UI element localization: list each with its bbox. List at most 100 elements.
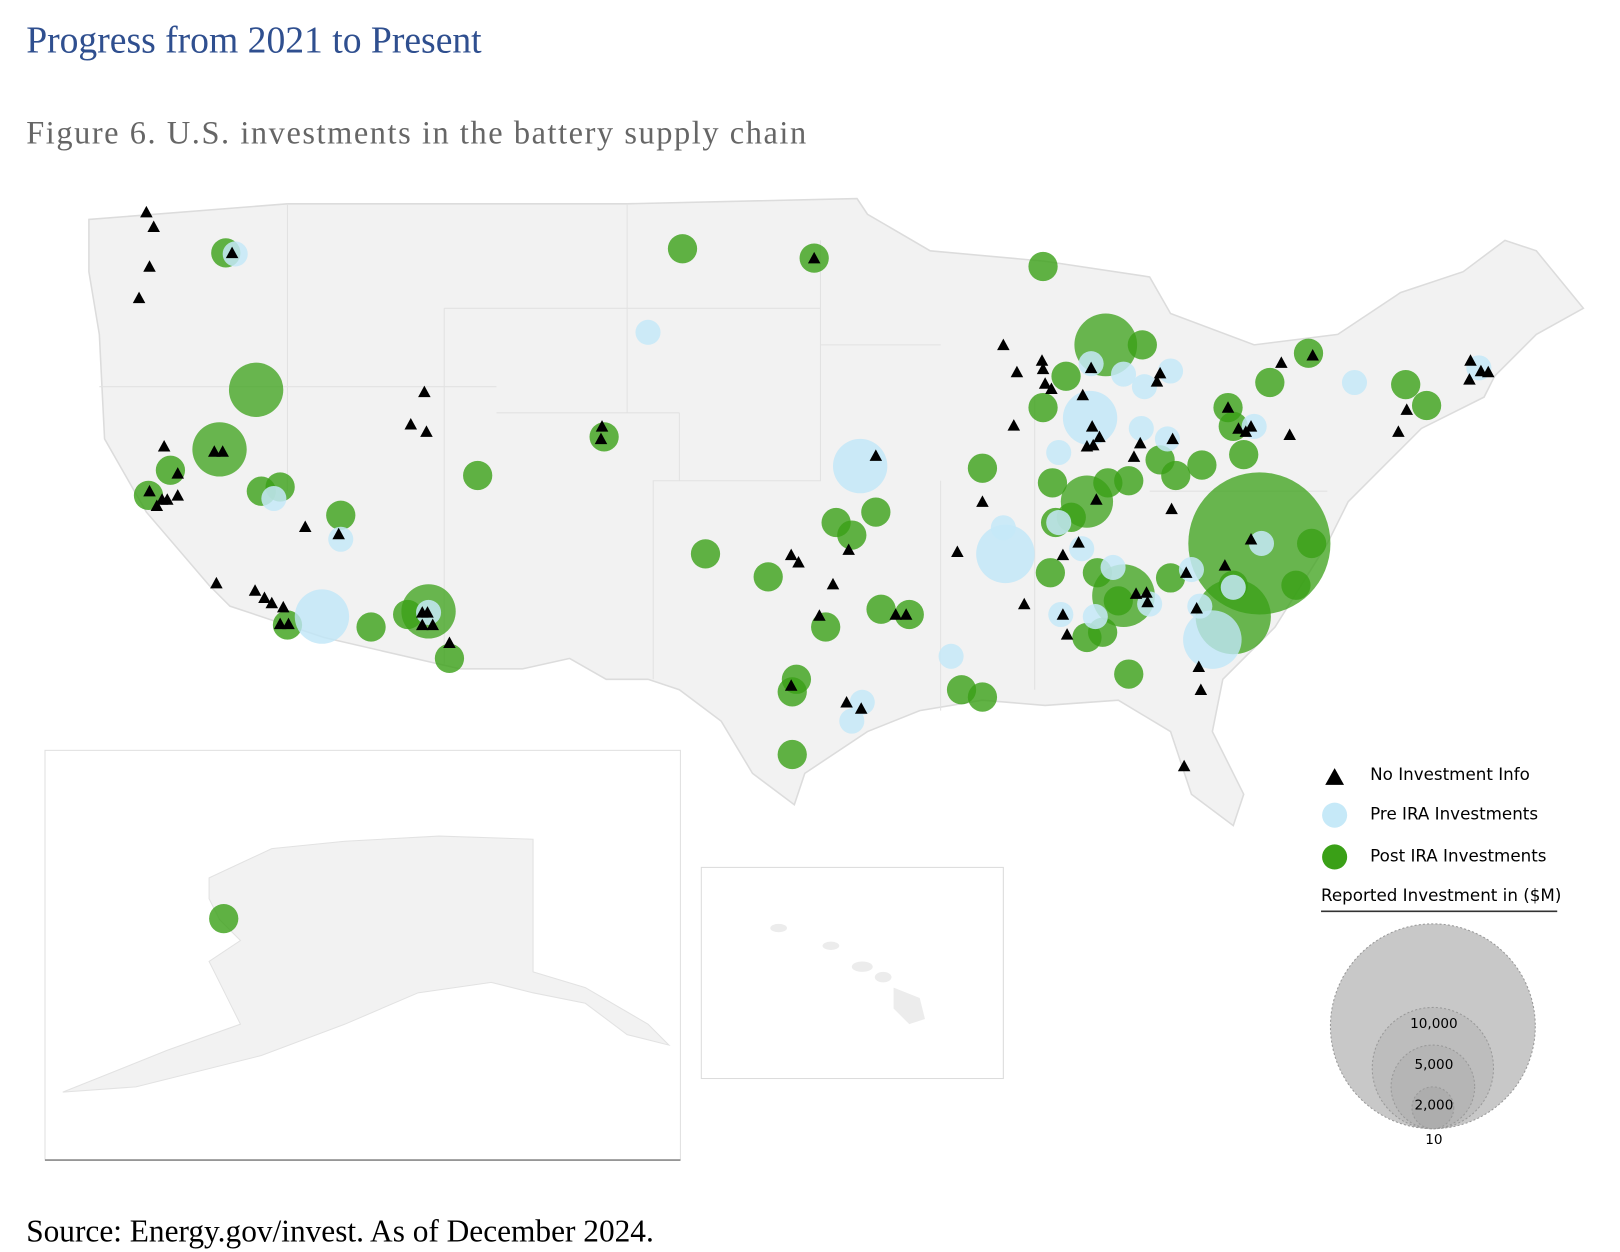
size-label: 10	[1425, 1132, 1442, 1148]
post-ira-marker	[753, 562, 783, 592]
no-info-marker	[1481, 365, 1495, 378]
source-note: Source: Energy.gov/invest. As of Decembe…	[26, 1213, 654, 1248]
post-ira-marker	[690, 539, 721, 569]
no-info-marker	[1133, 436, 1147, 449]
no-info-marker	[1150, 375, 1164, 387]
no-info-marker	[1194, 683, 1208, 695]
no-info-marker	[161, 493, 174, 505]
no-info-marker	[143, 260, 156, 272]
no-info-marker	[1129, 587, 1143, 599]
no-info-marker	[1190, 601, 1203, 614]
legend-triangle	[1325, 768, 1345, 785]
no-info-marker	[1072, 536, 1085, 548]
legend-label: Pre IRA Investments	[1370, 804, 1538, 824]
no-info-marker	[1244, 420, 1258, 432]
no-info-marker	[210, 576, 223, 589]
no-info-marker	[140, 205, 153, 218]
pre-ira-marker	[1183, 610, 1242, 669]
post-ira-marker	[463, 460, 493, 491]
no-info-marker	[1218, 559, 1232, 571]
post-ira-marker	[1037, 468, 1068, 498]
post-ira-marker	[209, 903, 239, 934]
no-info-marker	[1179, 566, 1193, 578]
no-info-marker	[1400, 403, 1414, 415]
no-info-marker	[277, 600, 290, 613]
no-info-marker	[1221, 401, 1235, 413]
no-info-marker	[1010, 365, 1024, 378]
no-info-marker	[150, 499, 164, 512]
no-info-marker	[595, 420, 609, 432]
pre-ira-marker	[1178, 557, 1204, 583]
no-info-marker	[1056, 548, 1070, 561]
pre-ira-marker	[294, 589, 350, 644]
pre-ira-marker	[1248, 530, 1275, 556]
no-info-marker	[248, 584, 262, 596]
no-info-marker	[1045, 382, 1058, 394]
pre-ira-marker	[938, 643, 964, 669]
pre-ira-marker	[635, 319, 661, 345]
no-info-marker	[784, 548, 798, 561]
post-ira-marker	[1028, 251, 1058, 282]
no-info-marker	[1060, 628, 1074, 640]
post-ira-marker	[1411, 390, 1442, 421]
state-lines	[99, 203, 1328, 711]
pre-ira-marker	[976, 524, 1035, 584]
post-ira-marker	[356, 612, 386, 642]
pre-ira-marker	[839, 708, 865, 734]
no-info-marker	[404, 418, 418, 430]
legend-label: Post IRA Investments	[1370, 845, 1546, 865]
legend-circle	[1322, 844, 1348, 870]
size-legend	[1329, 923, 1536, 1130]
post-ira-marker	[1103, 586, 1133, 616]
post-ira-marker	[228, 362, 284, 417]
pre-ira-marker	[832, 438, 888, 494]
no-info-marker	[216, 445, 229, 457]
post-ira-marker	[667, 234, 698, 264]
no-info-marker	[1244, 532, 1258, 545]
post-ira-marker	[1127, 330, 1157, 360]
post-ira-marker	[866, 594, 896, 624]
pre-ira-marker	[1131, 374, 1157, 400]
no-info-marker	[416, 618, 429, 631]
no-info-marker	[792, 555, 805, 568]
no-info-marker	[1127, 450, 1141, 462]
pre-ira-marker	[1187, 593, 1213, 619]
no-info-marker	[1007, 419, 1021, 431]
no-info-marker	[1275, 356, 1288, 368]
no-info-marker	[1038, 377, 1052, 389]
hawaii-inset	[700, 866, 1004, 1080]
post-ira-marker	[967, 453, 998, 483]
post-ira-marker	[1229, 439, 1259, 470]
no-info-marker	[1017, 597, 1031, 610]
pre-ira-marker	[1128, 415, 1154, 442]
size-label: 10,000	[1410, 1016, 1458, 1032]
no-info-marker	[273, 617, 287, 630]
post-ira-marker	[192, 422, 247, 477]
pre-ira-marker	[1069, 536, 1095, 562]
pre-ira-marker	[990, 515, 1016, 541]
post-ira-marker	[1072, 622, 1102, 653]
post-ira-marker	[777, 677, 807, 707]
no-info-marker	[282, 617, 295, 630]
no-info-marker	[899, 608, 913, 620]
no-info-marker	[869, 449, 883, 461]
no-info-marker	[1239, 425, 1253, 437]
post-ira-marker	[861, 497, 891, 527]
pre-ira-marker	[1046, 509, 1072, 536]
figure-caption: Figure 6. U.S. investments in the batter…	[26, 115, 808, 151]
no-info-marker	[157, 439, 171, 452]
post-ira-marker	[777, 739, 807, 770]
no-info-marker	[421, 606, 434, 618]
post-ira-marker	[1255, 367, 1285, 398]
pre-ira-marker	[261, 485, 287, 512]
pre-ira-marker	[1062, 390, 1118, 446]
post-ira-marker	[1161, 460, 1191, 491]
pre-ira-marker	[1154, 426, 1180, 452]
no-info-marker	[1035, 354, 1049, 366]
pre-ira-marker	[1100, 554, 1126, 581]
no-info-marker	[1177, 759, 1191, 772]
no-info-marker	[854, 702, 868, 714]
no-info-marker	[1141, 595, 1154, 608]
no-info-marker	[951, 545, 964, 558]
